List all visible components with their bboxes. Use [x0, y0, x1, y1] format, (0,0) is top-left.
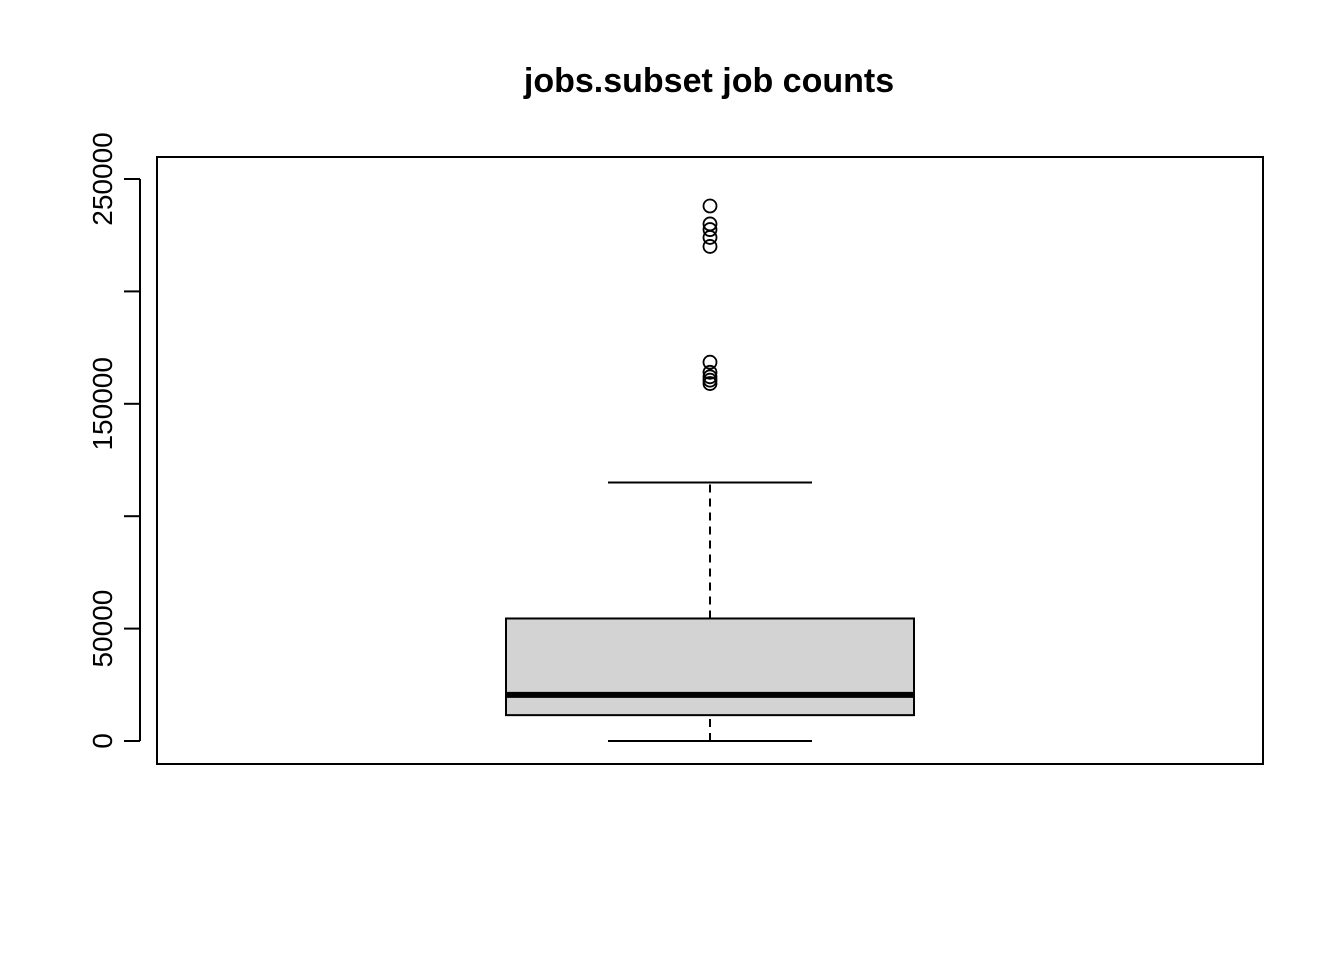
chart-title: jobs.subset job counts [523, 62, 894, 100]
y-tick-label: 50000 [87, 590, 118, 668]
interquartile-box [505, 617, 915, 717]
box-plot [505, 198, 915, 742]
outlier-point [702, 216, 718, 232]
y-axis: 0 50000 150000 250000 [87, 132, 141, 749]
outlier-point [702, 222, 718, 237]
outlier-point [702, 354, 718, 370]
outlier-point [702, 369, 718, 385]
y-tick-label: 0 [87, 733, 118, 749]
y-tick-label: 250000 [87, 132, 118, 225]
outlier-point [702, 239, 718, 254]
outlier-point [702, 364, 718, 380]
outlier-point [702, 198, 718, 214]
plot-frame [156, 156, 1264, 765]
y-tick-label: 150000 [87, 357, 118, 450]
